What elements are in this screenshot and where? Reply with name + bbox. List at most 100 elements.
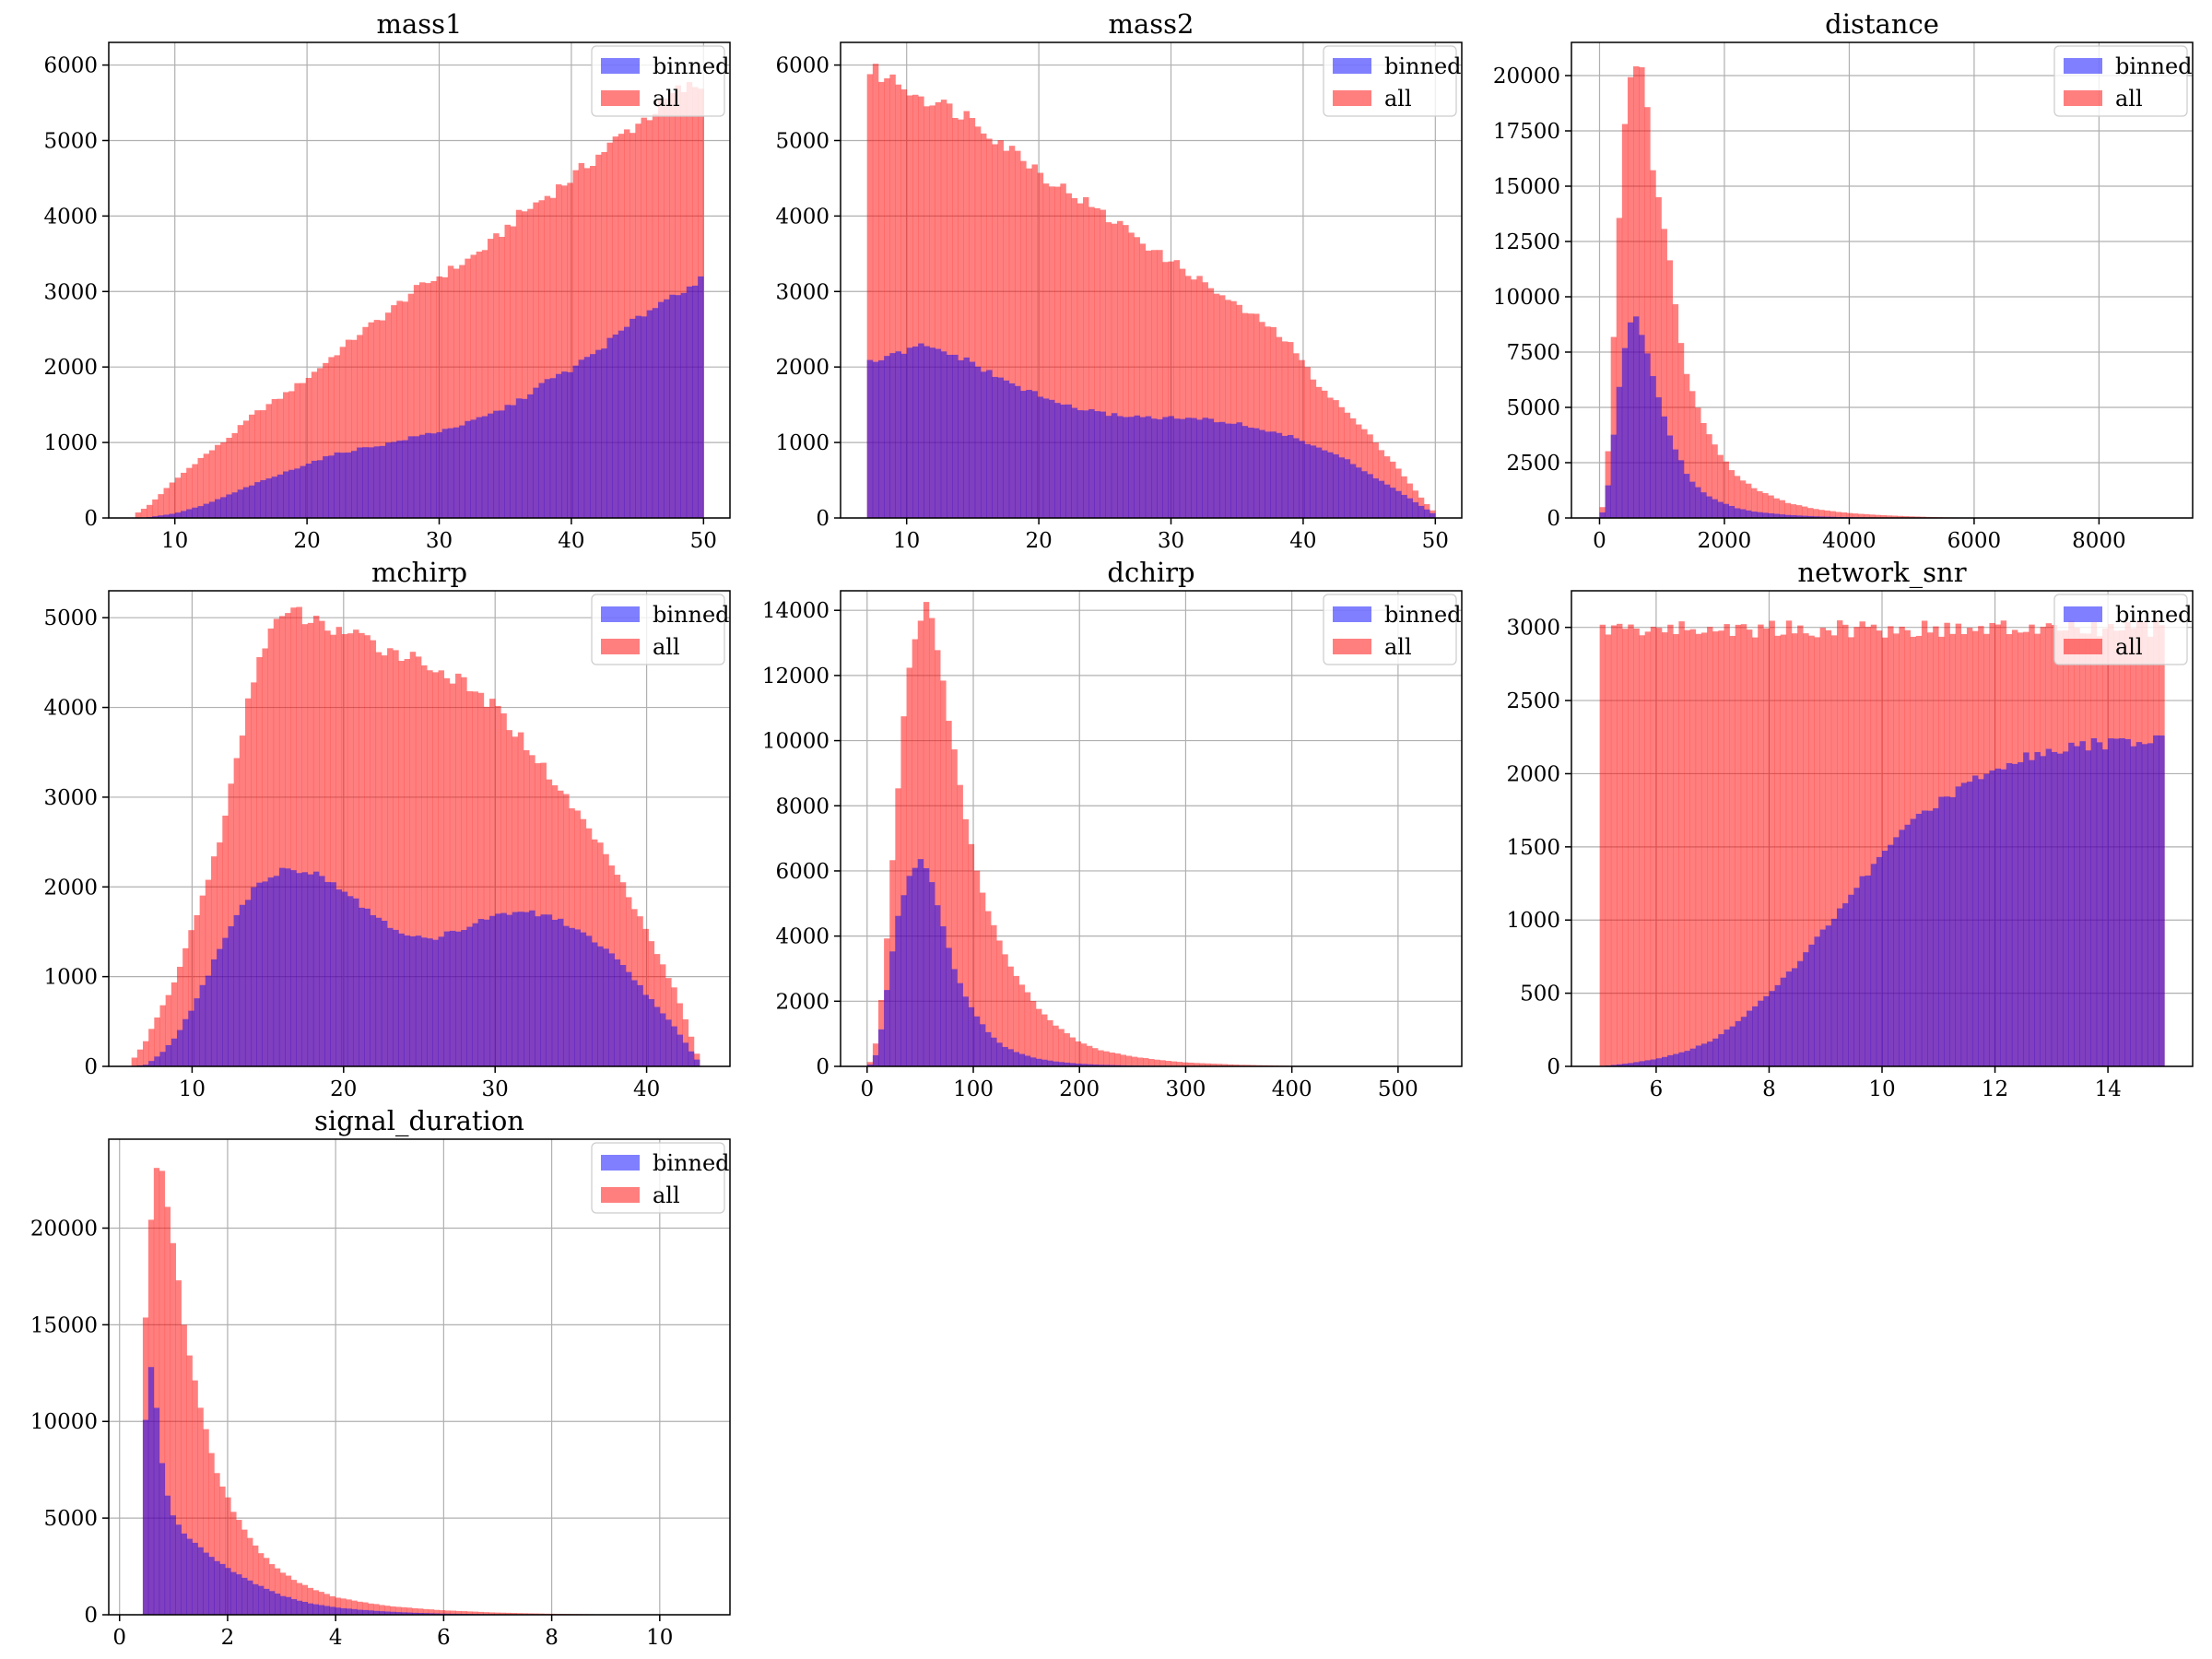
bar-binned bbox=[2153, 735, 2159, 1066]
bar-binned bbox=[422, 1613, 429, 1615]
bar-binned bbox=[1378, 480, 1385, 518]
bar-binned bbox=[274, 1594, 281, 1615]
bar-binned bbox=[2063, 751, 2069, 1066]
bar-all bbox=[1650, 627, 1657, 1066]
bar-all bbox=[1846, 512, 1853, 518]
bar-all bbox=[192, 1380, 198, 1615]
bar-binned bbox=[1037, 396, 1044, 518]
bar-all bbox=[866, 1062, 874, 1066]
bar-all bbox=[219, 1486, 226, 1615]
bar-binned bbox=[1865, 875, 1872, 1066]
bar-binned bbox=[1859, 876, 1865, 1066]
legend-swatch-all bbox=[601, 1187, 640, 1203]
bar-all bbox=[1041, 1014, 1048, 1066]
bar-all bbox=[432, 672, 439, 1066]
bar-all bbox=[305, 378, 312, 518]
bar-all bbox=[249, 414, 255, 518]
bar-binned bbox=[1599, 512, 1606, 518]
bar-binned bbox=[1395, 490, 1402, 518]
bar-binned bbox=[895, 915, 901, 1066]
bar-binned bbox=[2101, 749, 2109, 1066]
bar-binned bbox=[181, 511, 187, 518]
bar-binned bbox=[601, 348, 607, 518]
bar-binned bbox=[301, 1601, 309, 1615]
bar-all bbox=[1117, 220, 1124, 519]
bar-all bbox=[459, 265, 465, 518]
series-all bbox=[1599, 65, 2162, 519]
legend-label-all: all bbox=[1384, 634, 1412, 660]
bar-all bbox=[290, 607, 297, 1066]
bar-all bbox=[493, 233, 500, 518]
bar-all bbox=[417, 1608, 424, 1615]
bar-all bbox=[515, 209, 523, 518]
bar-all bbox=[1109, 1053, 1115, 1066]
bar-all bbox=[1610, 336, 1618, 518]
bar-all bbox=[1655, 628, 1663, 1066]
bar-binned bbox=[1921, 810, 1928, 1066]
bar-binned bbox=[379, 1611, 385, 1615]
bar-all bbox=[444, 1610, 452, 1615]
axes-frame bbox=[108, 41, 731, 519]
bar-all bbox=[1842, 624, 1849, 1066]
bar-all bbox=[940, 100, 947, 518]
bar-binned bbox=[370, 914, 377, 1066]
bar-binned bbox=[653, 1006, 661, 1066]
bar-binned bbox=[1406, 498, 1413, 518]
bar-binned bbox=[296, 1600, 303, 1615]
bar-all bbox=[1111, 223, 1118, 518]
bar-binned bbox=[265, 478, 272, 518]
legend-label-binned: binned bbox=[1384, 602, 1462, 628]
legend: binned all bbox=[1323, 594, 1462, 665]
bar-binned bbox=[1700, 492, 1707, 518]
bar-all bbox=[285, 1575, 292, 1615]
bar-all bbox=[1774, 635, 1782, 1066]
bar-binned bbox=[1667, 1054, 1674, 1066]
bar-binned bbox=[441, 429, 449, 518]
bar-binned bbox=[419, 434, 426, 518]
bar-all bbox=[381, 655, 388, 1066]
bar-binned bbox=[1785, 971, 1793, 1066]
axes-frame bbox=[840, 41, 1463, 519]
y-tick-label: 4000 bbox=[775, 205, 830, 229]
bar-binned bbox=[169, 513, 176, 518]
bar-binned bbox=[203, 1552, 209, 1615]
bar-all bbox=[935, 650, 941, 1066]
bar-all bbox=[239, 735, 246, 1066]
bar-binned bbox=[311, 460, 318, 518]
legend-swatch-all bbox=[2064, 639, 2102, 654]
x-tick-label: 6 bbox=[1650, 1077, 1664, 1101]
x-tick-label: 0 bbox=[1593, 529, 1606, 553]
bar-all bbox=[884, 77, 890, 518]
bar-binned bbox=[432, 939, 439, 1066]
bar-all bbox=[449, 683, 456, 1066]
bar-all bbox=[1131, 1056, 1138, 1066]
bar-binned bbox=[288, 469, 295, 518]
bar-all bbox=[391, 305, 397, 518]
bar-binned bbox=[334, 452, 340, 518]
bar-all bbox=[225, 1497, 231, 1615]
bar-binned bbox=[1661, 416, 1667, 518]
y-tick-label: 1000 bbox=[1506, 909, 1560, 933]
bar-binned bbox=[540, 914, 547, 1066]
bar-all bbox=[483, 706, 490, 1066]
bar-binned bbox=[1673, 1053, 1679, 1066]
bar-all bbox=[1758, 624, 1764, 1066]
bar-binned bbox=[470, 419, 477, 518]
bar-binned bbox=[1621, 347, 1629, 518]
bar-all bbox=[1655, 196, 1662, 518]
x-tick-label: 40 bbox=[558, 529, 584, 553]
bar-all bbox=[430, 280, 437, 518]
bar-all bbox=[186, 1355, 193, 1615]
bar-binned bbox=[1230, 423, 1237, 518]
bar-binned bbox=[1617, 1064, 1623, 1066]
bar-binned bbox=[928, 882, 935, 1066]
bar-binned bbox=[1207, 418, 1215, 518]
bar-binned bbox=[1955, 786, 1962, 1066]
bar-binned bbox=[635, 315, 641, 518]
bar-binned bbox=[197, 1547, 204, 1615]
bar-binned bbox=[236, 1574, 242, 1615]
bar-binned bbox=[572, 365, 579, 518]
bar-binned bbox=[619, 964, 627, 1066]
x-tick-label: 20 bbox=[330, 1077, 357, 1101]
bar-all bbox=[1808, 635, 1815, 1066]
